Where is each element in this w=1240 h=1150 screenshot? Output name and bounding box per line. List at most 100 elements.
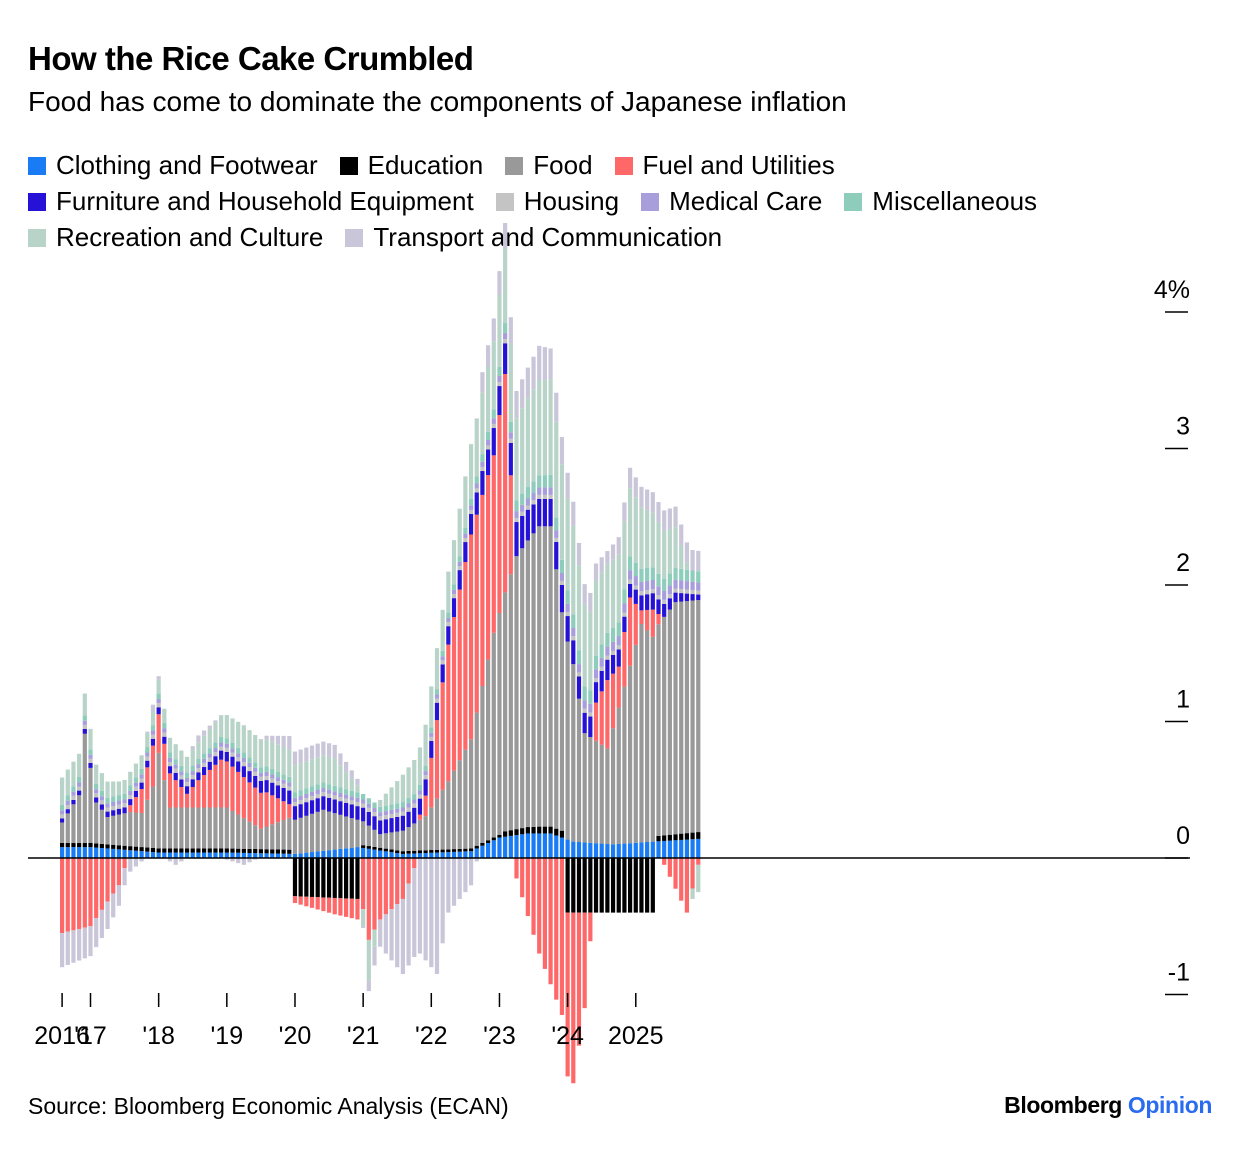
bar-fuel-and-utilities <box>162 743 167 781</box>
chart-legend: Clothing and Footwear Education Food Fuel a… <box>28 147 1228 255</box>
bar-fuel-and-utilities <box>593 702 599 741</box>
bar-medical-care <box>213 748 218 753</box>
bar-fuel-and-utilities <box>207 769 212 808</box>
bar-clothing-and-footwear <box>463 851 468 858</box>
bar-recreation-and-culture <box>582 604 587 687</box>
bar-clothing-and-footwear <box>696 838 701 858</box>
bar-food <box>610 728 616 845</box>
bar-miscellaneous <box>139 768 144 775</box>
legend-swatch <box>641 193 660 211</box>
bar-food <box>429 807 434 851</box>
bar-education <box>372 846 377 850</box>
bar-medical-care <box>446 617 451 623</box>
bar-furniture-and-household-equipment <box>696 594 701 601</box>
bar-medical-care <box>366 803 371 808</box>
bar-miscellaneous <box>434 689 440 695</box>
bar-medical-care <box>696 582 701 591</box>
bar-food <box>344 816 349 849</box>
bar-clothing-and-footwear <box>355 847 360 858</box>
bar-education <box>133 846 139 851</box>
bar-transport-and-communication <box>366 980 371 992</box>
bar-food <box>122 813 127 846</box>
bar-food <box>196 807 201 849</box>
bar-miscellaneous <box>162 723 167 729</box>
bar-miscellaneous <box>468 498 474 506</box>
bar-recreation-and-culture <box>372 929 377 947</box>
bar-medical-care <box>133 782 139 787</box>
bar-recreation-and-culture <box>247 730 252 758</box>
bar-miscellaneous <box>247 757 252 763</box>
legend-item-medical-care: Medical Care <box>641 183 822 219</box>
bar-miscellaneous <box>344 789 349 795</box>
bar-food <box>281 820 286 850</box>
bar-food <box>258 828 263 850</box>
bar-recreation-and-culture <box>554 421 559 518</box>
bar-furniture-and-household-equipment <box>241 766 246 778</box>
bar-furniture-and-household-equipment <box>423 779 428 796</box>
bar-clothing-and-footwear <box>88 847 93 858</box>
bar-housing <box>406 807 411 812</box>
bar-furniture-and-household-equipment <box>116 808 121 815</box>
bar-furniture-and-household-equipment <box>190 779 195 788</box>
bar-furniture-and-household-equipment <box>554 542 559 570</box>
bar-miscellaneous <box>366 798 371 804</box>
bar-housing <box>77 786 82 791</box>
bar-transport-and-communication <box>389 909 394 961</box>
bar-recreation-and-culture <box>696 864 701 893</box>
bar-miscellaneous <box>525 487 530 499</box>
bar-transport-and-communication <box>565 472 570 499</box>
bar-furniture-and-household-equipment <box>236 761 241 772</box>
y-tick-label: 3 <box>1176 413 1190 441</box>
bar-education <box>520 828 525 835</box>
bar-education <box>60 842 65 848</box>
bar-transport-and-communication <box>179 858 184 862</box>
bar-housing <box>440 660 445 665</box>
bar-clothing-and-footwear <box>219 852 224 858</box>
bar-recreation-and-culture <box>173 744 178 760</box>
bar-housing <box>497 381 502 387</box>
bar-miscellaneous <box>264 766 269 772</box>
bar-medical-care <box>378 812 383 817</box>
bar-miscellaneous <box>298 790 303 796</box>
bar-furniture-and-household-equipment <box>440 664 445 683</box>
bar-furniture-and-household-equipment <box>349 804 354 819</box>
bar-clothing-and-footwear <box>514 835 519 858</box>
bar-food <box>253 825 258 850</box>
y-tick-label: 4% <box>1154 276 1190 304</box>
bar-food <box>321 809 326 851</box>
bar-miscellaneous <box>480 454 485 462</box>
bar-miscellaneous <box>156 693 161 700</box>
bar-miscellaneous <box>122 793 127 800</box>
bar-recreation-and-culture <box>145 733 150 748</box>
bar-education <box>593 858 599 913</box>
bar-recreation-and-culture <box>537 379 542 476</box>
bar-housing <box>520 511 525 516</box>
bar-housing <box>241 762 246 767</box>
bar-housing <box>531 500 536 505</box>
bar-fuel-and-utilities <box>554 858 559 1000</box>
bar-clothing-and-footwear <box>622 843 627 858</box>
bar-clothing-and-footwear <box>213 852 218 858</box>
bar-recreation-and-culture <box>71 761 76 787</box>
bar-furniture-and-household-equipment <box>332 799 337 814</box>
bar-miscellaneous <box>417 784 423 791</box>
bar-housing <box>690 589 695 595</box>
brand-logo: Bloomberg Opinion <box>1004 1092 1212 1119</box>
bar-clothing-and-footwear <box>417 853 423 858</box>
bar-transport-and-communication <box>372 946 377 966</box>
legend-label: Medical Care <box>669 186 823 216</box>
bar-housing <box>667 594 672 599</box>
legend-row: Recreation and Culture Transport and Comm… <box>28 219 1228 255</box>
bar-transport-and-communication <box>202 730 207 736</box>
bar-food <box>383 833 388 849</box>
bar-fuel-and-utilities <box>258 792 263 829</box>
bar-recreation-and-culture <box>599 572 604 645</box>
bar-furniture-and-household-equipment <box>150 738 156 746</box>
bar-medical-care <box>616 636 621 646</box>
bar-fuel-and-utilities <box>650 609 655 637</box>
legend-label: Fuel and Utilities <box>642 150 835 180</box>
bar-education <box>690 832 695 840</box>
bar-fuel-and-utilities <box>167 773 173 808</box>
bar-transport-and-communication <box>270 735 275 742</box>
bar-food <box>82 733 87 843</box>
